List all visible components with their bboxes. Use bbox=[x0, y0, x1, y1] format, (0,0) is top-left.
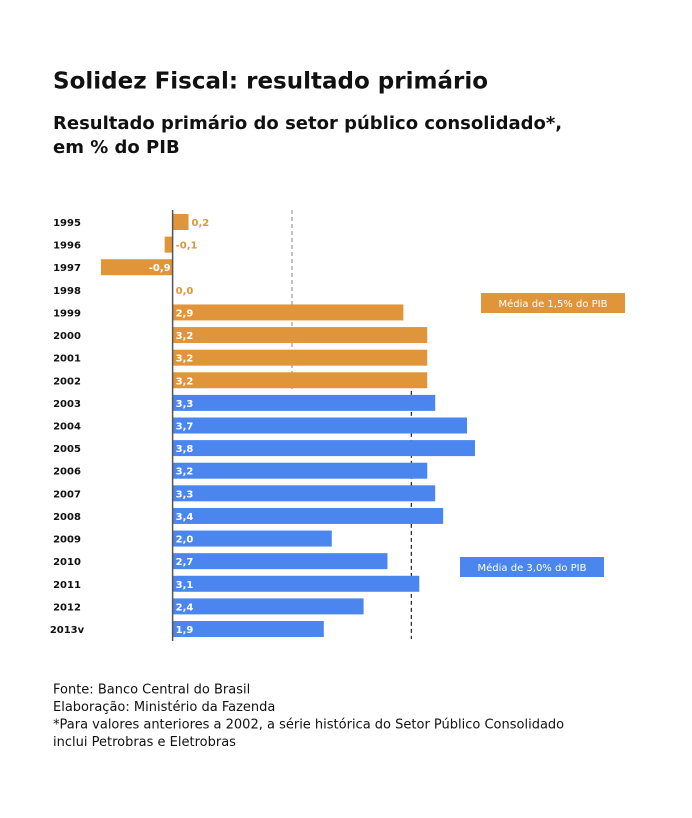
y-tick-label: 2003 bbox=[53, 399, 81, 410]
value-label: 2,7 bbox=[176, 557, 194, 568]
annotation: Média de 3,0% do PIB bbox=[478, 562, 587, 574]
value-label: 3,3 bbox=[176, 489, 194, 500]
y-tick-label: 2006 bbox=[53, 467, 81, 478]
annotation: Média de 1,5% do PIB bbox=[499, 298, 608, 310]
bar bbox=[172, 327, 428, 344]
value-label: 3,2 bbox=[176, 376, 194, 387]
bar bbox=[101, 259, 173, 276]
bar bbox=[172, 598, 364, 615]
chart-title: Solidez Fiscal: resultado primário bbox=[53, 69, 488, 95]
y-tick-label: 1996 bbox=[53, 241, 81, 252]
bar bbox=[164, 236, 173, 253]
value-label: 1,9 bbox=[176, 625, 194, 636]
value-label: 0,2 bbox=[192, 218, 210, 229]
bar bbox=[172, 214, 189, 230]
value-label: 3,8 bbox=[176, 444, 194, 455]
value-label: -0,1 bbox=[176, 241, 198, 252]
bar bbox=[172, 440, 476, 457]
bar bbox=[172, 621, 324, 637]
bar bbox=[172, 349, 428, 366]
bar bbox=[172, 507, 444, 524]
y-tick-label: 2001 bbox=[53, 354, 81, 365]
footnote: inclui Petrobras e Eletrobras bbox=[53, 735, 236, 750]
y-tick-label: 1997 bbox=[53, 263, 81, 274]
footnote: Elaboração: Ministério da Fazenda bbox=[53, 700, 275, 715]
y-tick-label: 2008 bbox=[53, 512, 81, 523]
value-label: 0,0 bbox=[176, 286, 194, 297]
value-label: 3,4 bbox=[176, 512, 194, 523]
value-label: 3,7 bbox=[176, 422, 194, 433]
y-tick-label: 2013v bbox=[50, 625, 85, 636]
footnote: *Para valores anteriores a 2002, a série… bbox=[53, 718, 564, 733]
y-tick-label: 2011 bbox=[53, 580, 81, 591]
chart-subtitle: em % do PIB bbox=[53, 137, 180, 158]
y-tick-label: 2000 bbox=[53, 331, 81, 342]
y-tick-label: 2010 bbox=[53, 557, 81, 568]
bar bbox=[172, 372, 428, 389]
y-tick-label: 2012 bbox=[53, 602, 81, 613]
bar bbox=[172, 462, 428, 479]
annotation-box bbox=[460, 557, 604, 577]
bar bbox=[172, 553, 388, 570]
y-tick-label: 1998 bbox=[53, 286, 81, 297]
value-label: -0,9 bbox=[149, 263, 171, 274]
y-tick-label: 1999 bbox=[53, 308, 81, 319]
bar bbox=[172, 304, 404, 321]
y-tick-label: 2004 bbox=[53, 422, 81, 433]
y-tick-label: 2002 bbox=[53, 376, 81, 387]
y-tick-label: 1995 bbox=[53, 218, 81, 229]
value-label: 2,9 bbox=[176, 308, 194, 319]
annotation-box bbox=[481, 293, 625, 313]
value-label: 3,2 bbox=[176, 331, 194, 342]
bar bbox=[172, 417, 468, 434]
value-label: 3,2 bbox=[176, 354, 194, 365]
bar bbox=[172, 575, 420, 592]
bar bbox=[172, 485, 436, 502]
footnote: Fonte: Banco Central do Brasil bbox=[53, 683, 250, 698]
value-label: 3,1 bbox=[176, 580, 194, 591]
value-label: 3,3 bbox=[176, 399, 194, 410]
y-tick-label: 2009 bbox=[53, 535, 81, 546]
y-tick-label: 2007 bbox=[53, 489, 81, 500]
value-label: 2,4 bbox=[176, 602, 194, 613]
chart-subtitle: Resultado primário do setor público cons… bbox=[53, 113, 562, 134]
value-label: 3,2 bbox=[176, 467, 194, 478]
bar bbox=[172, 530, 332, 547]
bar bbox=[172, 394, 436, 411]
y-tick-label: 2005 bbox=[53, 444, 81, 455]
value-label: 2,0 bbox=[176, 535, 194, 546]
